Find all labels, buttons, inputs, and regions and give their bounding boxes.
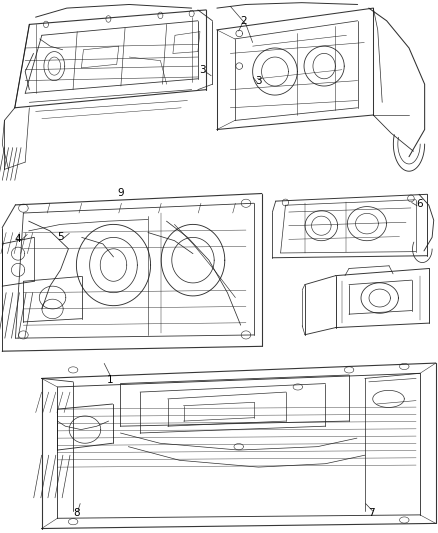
Text: 6: 6 xyxy=(416,199,423,209)
Text: 4: 4 xyxy=(14,234,21,244)
Text: 5: 5 xyxy=(57,232,64,241)
Text: 7: 7 xyxy=(367,508,374,518)
Text: 8: 8 xyxy=(73,508,80,518)
Text: 9: 9 xyxy=(117,188,124,198)
Text: 1: 1 xyxy=(107,375,114,385)
Text: 3: 3 xyxy=(199,65,206,75)
Text: 3: 3 xyxy=(255,76,262,86)
Text: 2: 2 xyxy=(240,17,247,26)
